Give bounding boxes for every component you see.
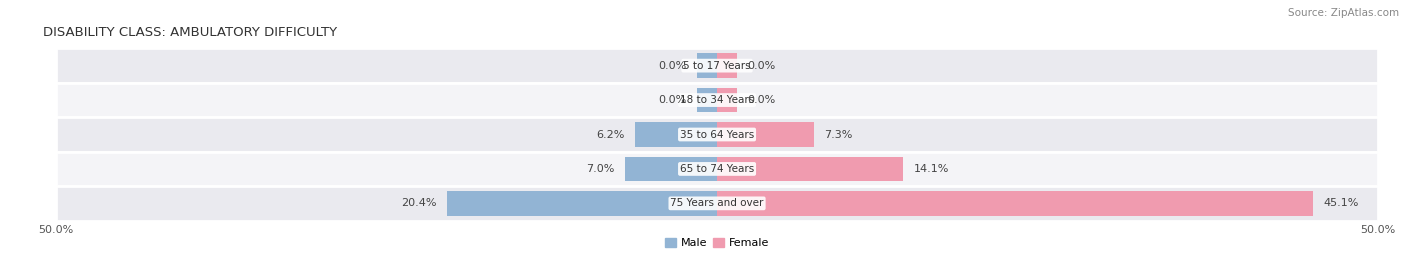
Bar xyxy=(717,191,1313,216)
Text: 20.4%: 20.4% xyxy=(401,198,437,208)
Text: 75 Years and over: 75 Years and over xyxy=(671,198,763,208)
Bar xyxy=(717,88,737,112)
Text: 5 to 17 Years: 5 to 17 Years xyxy=(683,61,751,71)
Bar xyxy=(636,122,717,147)
Text: 7.0%: 7.0% xyxy=(585,164,614,174)
Text: 45.1%: 45.1% xyxy=(1323,198,1360,208)
Text: 0.0%: 0.0% xyxy=(748,61,776,71)
Text: 35 to 64 Years: 35 to 64 Years xyxy=(681,129,754,140)
Text: 0.0%: 0.0% xyxy=(658,61,686,71)
Text: 0.0%: 0.0% xyxy=(658,95,686,105)
Bar xyxy=(717,122,814,147)
Bar xyxy=(697,88,717,112)
Bar xyxy=(56,83,1378,117)
Bar xyxy=(56,117,1378,152)
Bar xyxy=(717,157,904,181)
Text: 0.0%: 0.0% xyxy=(748,95,776,105)
Text: 6.2%: 6.2% xyxy=(596,129,624,140)
Bar xyxy=(624,157,717,181)
Bar xyxy=(56,152,1378,186)
Bar xyxy=(717,53,737,78)
Text: Source: ZipAtlas.com: Source: ZipAtlas.com xyxy=(1288,8,1399,18)
Bar xyxy=(697,53,717,78)
Text: DISABILITY CLASS: AMBULATORY DIFFICULTY: DISABILITY CLASS: AMBULATORY DIFFICULTY xyxy=(44,26,337,39)
Legend: Male, Female: Male, Female xyxy=(661,233,773,253)
Text: 65 to 74 Years: 65 to 74 Years xyxy=(681,164,754,174)
Bar xyxy=(447,191,717,216)
Bar xyxy=(56,186,1378,221)
Text: 14.1%: 14.1% xyxy=(914,164,949,174)
Bar xyxy=(56,48,1378,83)
Text: 18 to 34 Years: 18 to 34 Years xyxy=(681,95,754,105)
Text: 7.3%: 7.3% xyxy=(824,129,852,140)
